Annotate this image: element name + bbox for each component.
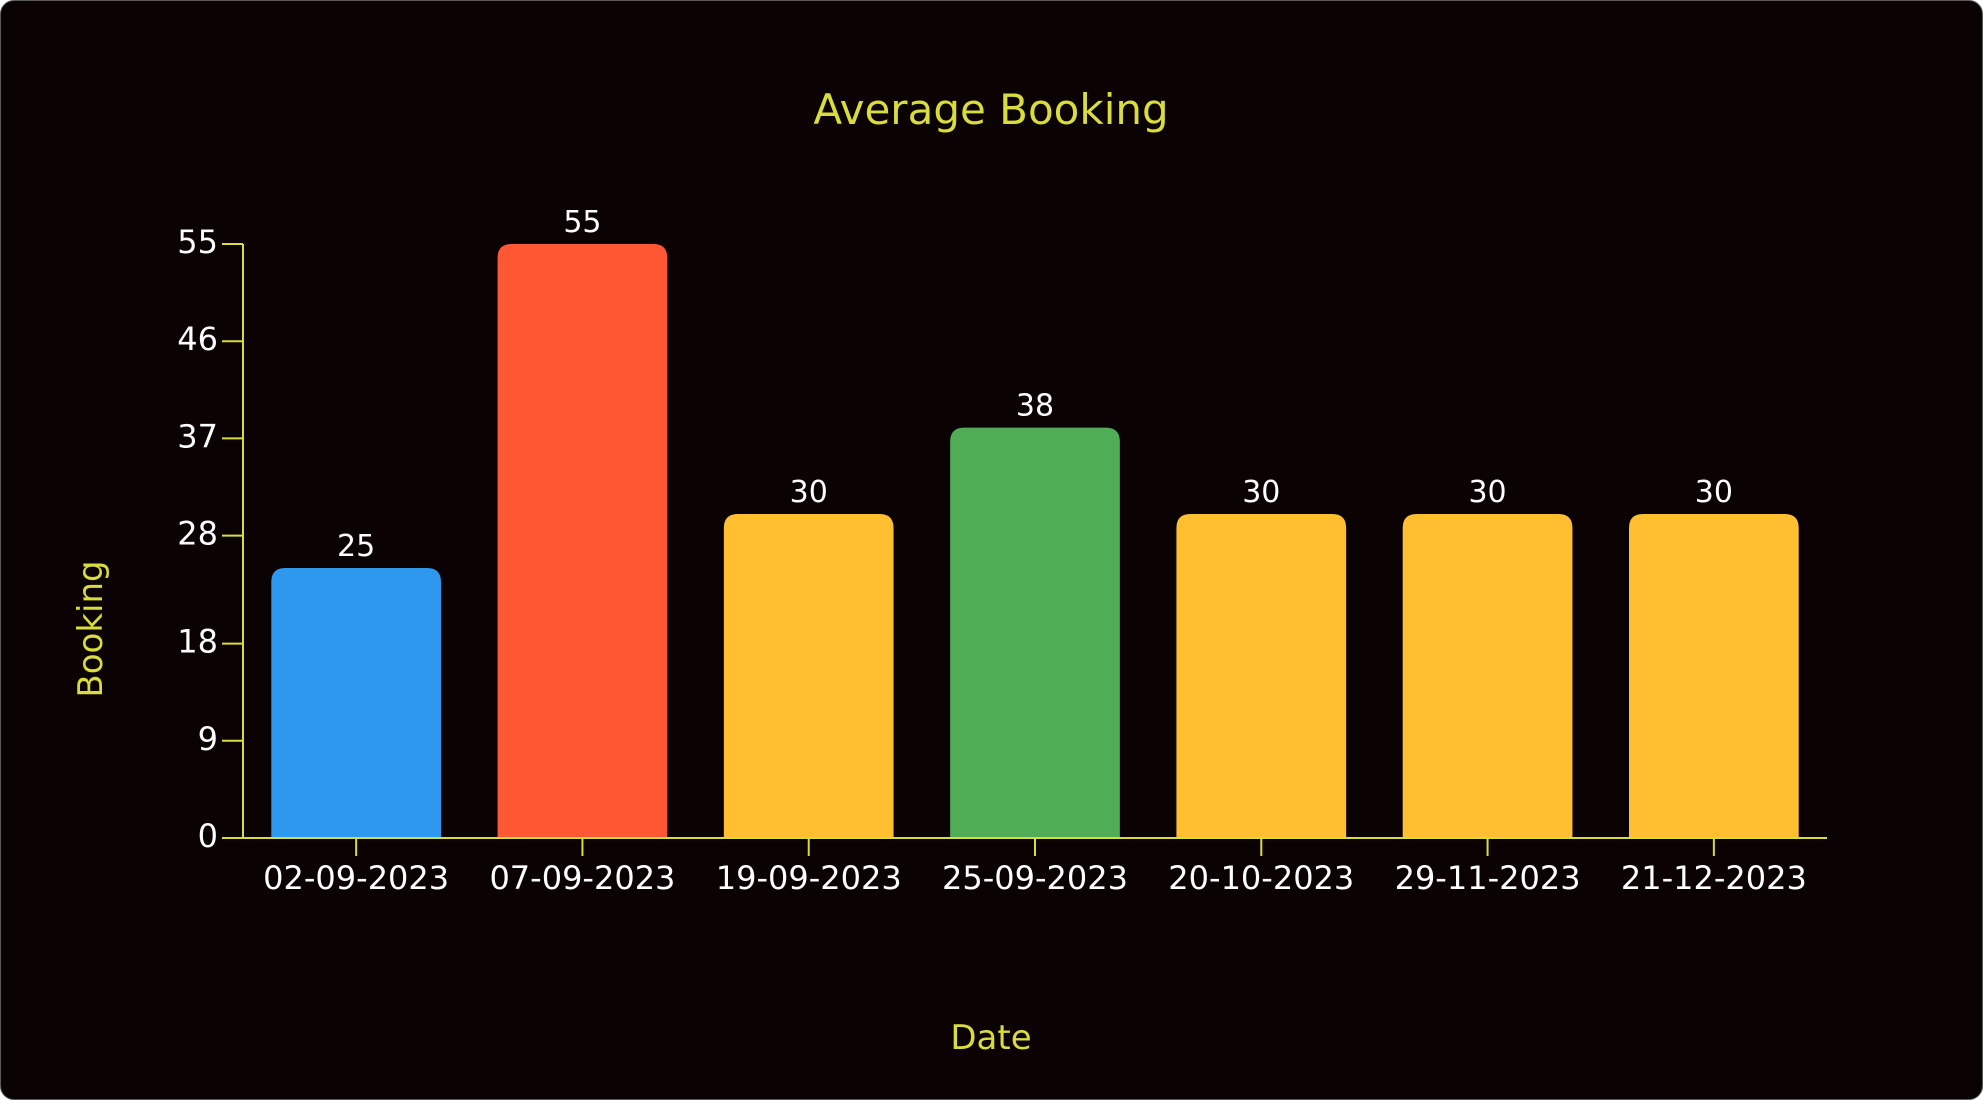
x-axis-title: Date bbox=[950, 1018, 1031, 1058]
x-tick-label-02-09-2023: 02-09-2023 bbox=[263, 859, 449, 897]
bar-25-09-2023 bbox=[950, 427, 1120, 838]
x-tick-label-19-09-2023: 19-09-2023 bbox=[716, 859, 902, 897]
bar-19-09-2023 bbox=[723, 514, 894, 838]
bar-02-09-2023 bbox=[271, 568, 441, 838]
data-label-07-09-2023: 55 bbox=[563, 205, 601, 240]
data-label-20-10-2023: 30 bbox=[1242, 475, 1280, 510]
x-tick-label-20-10-2023: 20-10-2023 bbox=[1168, 859, 1354, 897]
y-tick-label-18: 18 bbox=[177, 623, 218, 661]
y-axis-title: Booking bbox=[71, 560, 111, 697]
y-tick-label-37: 37 bbox=[177, 417, 218, 455]
data-label-29-11-2023: 30 bbox=[1468, 475, 1506, 510]
y-tick-label-9: 9 bbox=[198, 720, 218, 758]
bars-group: 25 55 30 38 30 30 30 bbox=[271, 205, 1799, 838]
x-tick-label-29-11-2023: 29-11-2023 bbox=[1395, 859, 1581, 897]
bar-29-11-2023 bbox=[1402, 514, 1573, 838]
axes-group: 0 9 18 28 37 46 55 02-09-2023 07-09-2023 19-09-20… bbox=[177, 223, 1827, 897]
data-label-02-09-2023: 25 bbox=[337, 529, 375, 564]
bar-07-09-2023 bbox=[497, 244, 668, 838]
x-tick-label-21-12-2023: 21-12-2023 bbox=[1621, 859, 1807, 897]
chart-title: Average Booking bbox=[813, 85, 1168, 134]
bar-21-12-2023 bbox=[1629, 514, 1799, 838]
bar-20-10-2023 bbox=[1176, 514, 1347, 838]
data-label-19-09-2023: 30 bbox=[790, 475, 828, 510]
y-tick-label-28: 28 bbox=[177, 515, 218, 553]
data-label-25-09-2023: 38 bbox=[1016, 389, 1054, 424]
x-tick-label-25-09-2023: 25-09-2023 bbox=[942, 859, 1128, 897]
data-label-21-12-2023: 30 bbox=[1695, 475, 1733, 510]
y-tick-label-55: 55 bbox=[177, 223, 218, 261]
x-tick-label-07-09-2023: 07-09-2023 bbox=[489, 859, 675, 897]
y-tick-label-46: 46 bbox=[177, 320, 218, 358]
y-tick-label-0: 0 bbox=[198, 817, 218, 855]
